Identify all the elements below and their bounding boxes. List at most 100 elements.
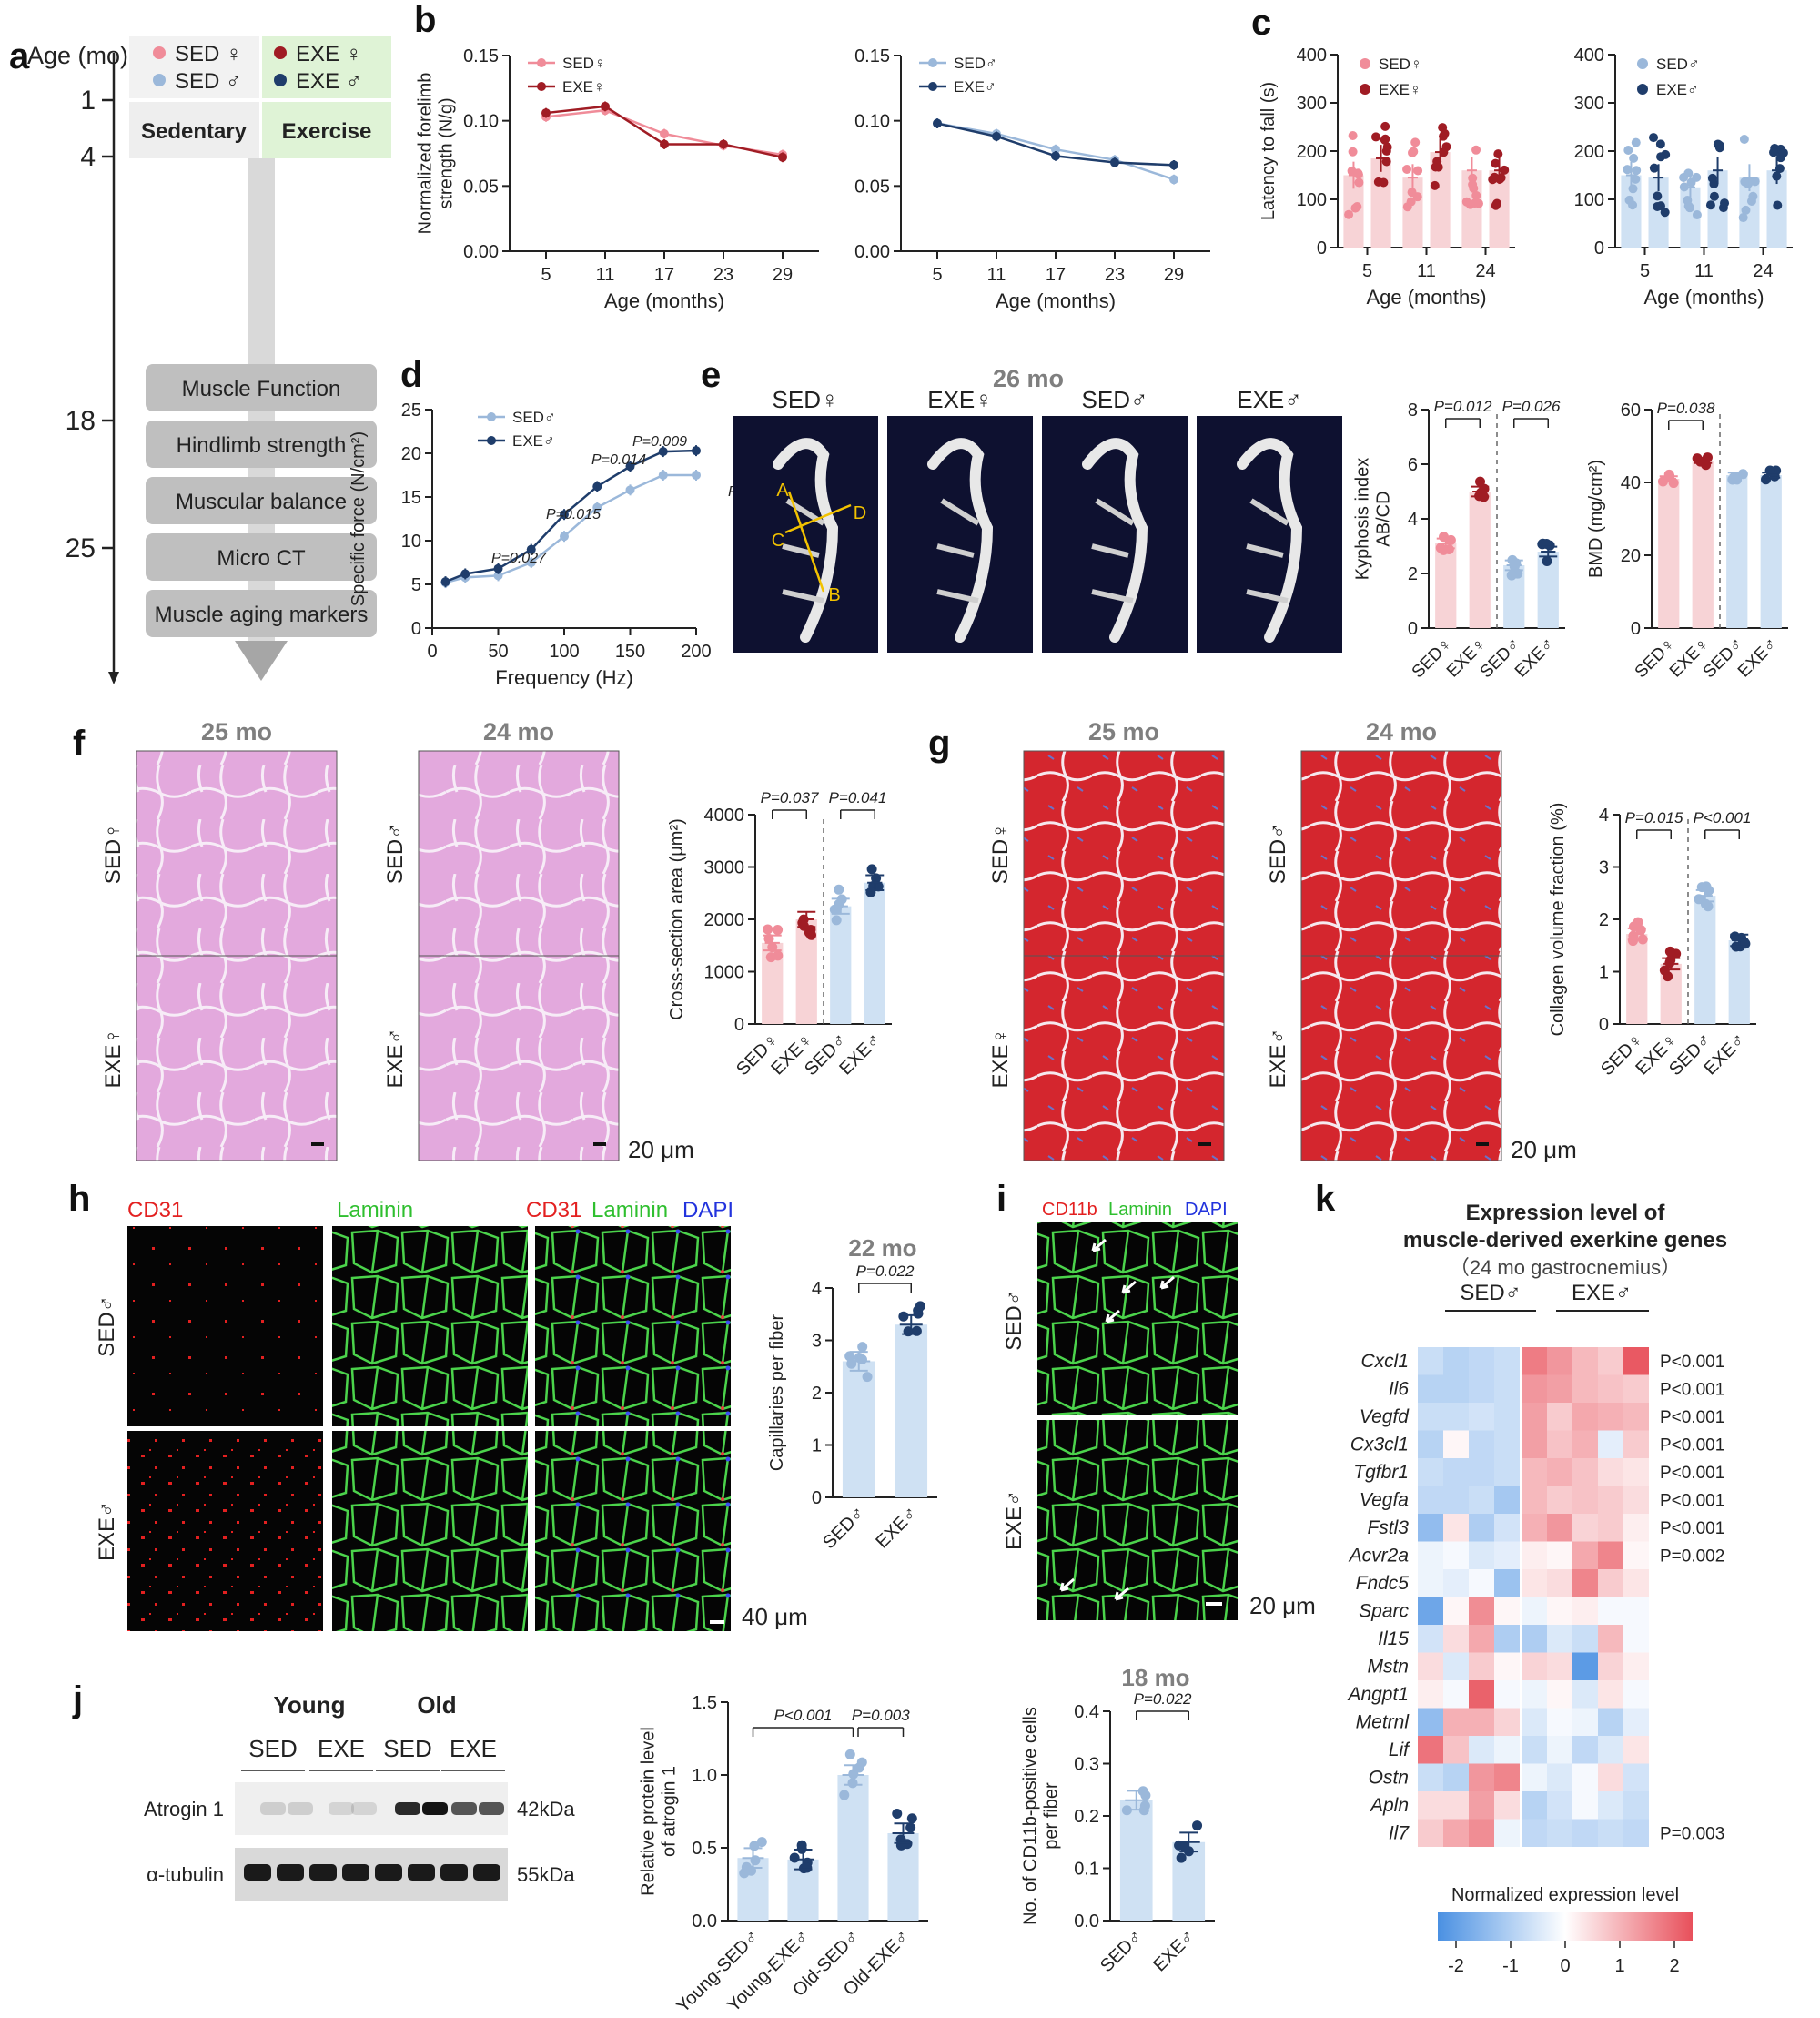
p-value: P=0.002 <box>1660 1547 1724 1567</box>
data-point <box>1629 153 1639 163</box>
group-box-exercise <box>262 102 391 158</box>
p-value: P=0.041 <box>829 789 887 806</box>
bar <box>842 1361 875 1497</box>
data-point <box>1773 200 1783 210</box>
x-tick-label: 23 <box>713 265 733 285</box>
p-value: P=0.003 <box>852 1707 910 1724</box>
heatmap-cell <box>1494 1541 1520 1569</box>
blot-band <box>395 1802 420 1815</box>
legend-label: SED♂ <box>512 409 556 426</box>
legend-label: SED♀ <box>1379 56 1422 73</box>
heatmap-cell <box>1623 1763 1649 1791</box>
category-label: EXE♂ <box>1734 634 1782 682</box>
trichrome-female-image-top <box>1023 750 1225 957</box>
heatmap-cell <box>1572 1541 1598 1569</box>
gene-label: Vegfd <box>1360 1406 1410 1427</box>
data-point <box>1381 157 1391 167</box>
heatmap-subtitle: （24 mo gastrocnemius） <box>1450 1256 1681 1279</box>
data-point <box>866 864 877 875</box>
heatmap-cell <box>1522 1458 1547 1486</box>
step-label: Muscle aging markers <box>155 603 369 627</box>
y-axis-title: Latency to fall (s) <box>1259 82 1279 220</box>
heatmap-cell <box>1418 1430 1443 1458</box>
heatmap-cell <box>1418 1597 1443 1625</box>
heatmap-cell <box>1494 1430 1520 1458</box>
blot-band <box>329 1802 354 1815</box>
bar <box>1626 934 1648 1024</box>
skeleton-ribs <box>1091 498 1135 603</box>
skeleton-ribs <box>936 498 980 603</box>
heatmap-cell <box>1418 1374 1443 1403</box>
heatmap-cell <box>1494 1569 1520 1597</box>
category-label: EXE♂ <box>1149 1926 1198 1975</box>
y-tick-label: 0.0 <box>1074 1912 1099 1932</box>
data-point <box>839 1790 850 1800</box>
data-point <box>1430 180 1440 190</box>
panel-letter-i: i <box>996 1179 1006 1219</box>
heatmap-cell <box>1443 1819 1469 1847</box>
heatmap-cell <box>1623 1569 1649 1597</box>
p-value: P<0.001 <box>1660 1408 1724 1427</box>
heatmap-cell <box>1469 1458 1494 1486</box>
gene-label: Cx3cl1 <box>1350 1435 1409 1455</box>
y-axis-title: per fiber <box>1042 1782 1062 1850</box>
bar <box>1658 479 1680 628</box>
x-tick-label: 11 <box>987 265 1006 285</box>
p-value: P=0.037 <box>761 789 819 806</box>
heatmap-cell <box>1547 1374 1572 1403</box>
data-point <box>1714 140 1724 150</box>
heatmap-cell <box>1494 1458 1520 1486</box>
bar <box>1694 896 1716 1024</box>
data-point <box>802 1862 813 1873</box>
panel-b: 0.00 0.05 0.10 0.15 Normalized forelimb stren… <box>416 46 1210 312</box>
p-value: P=0.022 <box>856 1263 915 1280</box>
heatmap-cell <box>1443 1458 1469 1486</box>
data-point <box>1649 163 1659 173</box>
blot-band <box>309 1864 337 1881</box>
y-tick-label: 8 <box>1408 401 1418 421</box>
y-axis-title: of atrogin 1 <box>660 1766 680 1857</box>
y-tick-label: 400 <box>1297 46 1327 66</box>
y-tick-label: 20 <box>401 444 421 464</box>
heatmap-cell <box>1547 1708 1572 1736</box>
legend-marker <box>1360 58 1370 69</box>
scale-bar <box>311 1142 324 1146</box>
channel-label: CD31 <box>127 1198 183 1222</box>
data-point <box>1628 184 1638 194</box>
heatmap-cell <box>1623 1652 1649 1680</box>
bar <box>864 882 885 1024</box>
trichrome-male-image-top <box>1300 750 1502 957</box>
data-point <box>1475 476 1486 487</box>
row-label: SED♂ <box>1002 1289 1026 1350</box>
data-point <box>1506 570 1517 581</box>
data-point <box>1192 1820 1203 1831</box>
data-point <box>1493 149 1503 159</box>
heatmap-cell <box>1623 1486 1649 1514</box>
data-point <box>1121 1805 1132 1816</box>
y-tick-label: 60 <box>1621 401 1641 421</box>
gene-label: Acvr2a <box>1348 1546 1409 1567</box>
x-tick-label: 5 <box>1362 261 1372 281</box>
data-point <box>1692 172 1702 182</box>
y-tick-label: 0.15 <box>854 46 890 66</box>
heatmap-cell <box>1572 1430 1598 1458</box>
ct-image-label: EXE♂ <box>1237 386 1302 413</box>
data-point <box>1738 213 1748 223</box>
p-value: P=0.026 <box>1502 398 1561 415</box>
legend-dot <box>153 46 166 59</box>
size-label: 42kDa <box>517 1798 575 1820</box>
heatmap-cell <box>1598 1680 1623 1709</box>
step-label: Muscle Function <box>182 377 341 401</box>
x-tick-label: 11 <box>1417 261 1436 281</box>
y-tick-label: 0.05 <box>463 177 499 197</box>
y-axis-title: Cross-section area (μm²) <box>667 818 687 1020</box>
blot-band <box>342 1864 369 1881</box>
step-label: Hindlimb strength <box>177 433 347 458</box>
heatmap-cell <box>1418 1708 1443 1736</box>
microct-image <box>1197 416 1342 653</box>
heatmap-cell <box>1522 1374 1547 1403</box>
marker-label: D <box>854 503 866 523</box>
category-label: SED♂ <box>819 1503 869 1553</box>
data-point <box>1707 173 1717 183</box>
